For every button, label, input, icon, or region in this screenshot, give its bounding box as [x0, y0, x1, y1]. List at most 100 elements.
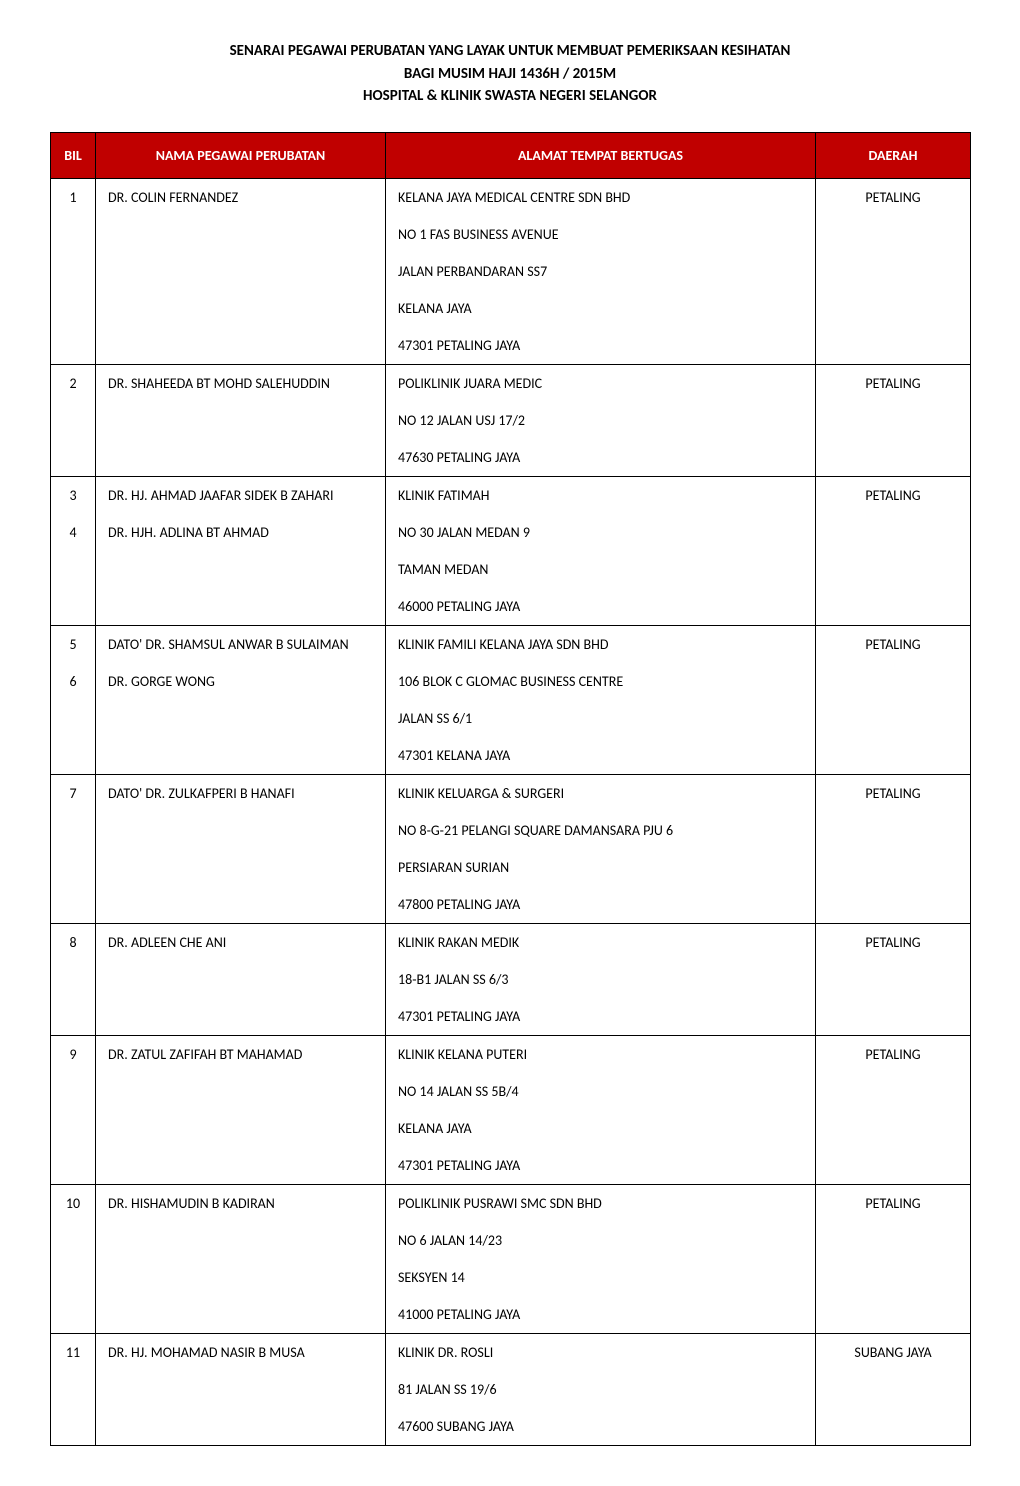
cell-alamat: 47301 PETALING JAYA: [386, 327, 816, 365]
cell-daerah: [816, 961, 971, 998]
cell-daerah: [816, 886, 971, 924]
cell-alamat: 47301 KELANA JAYA: [386, 737, 816, 775]
cell-alamat: 46000 PETALING JAYA: [386, 588, 816, 626]
table-row: SEKSYEN 14: [51, 1259, 971, 1296]
cell-bil: [51, 1222, 96, 1259]
cell-nama: DR. GORGE WONG: [96, 663, 386, 700]
cell-alamat: PERSIARAN SURIAN: [386, 849, 816, 886]
table-row: 6DR. GORGE WONG106 BLOK C GLOMAC BUSINES…: [51, 663, 971, 700]
table-row: NO 1 FAS BUSINESS AVENUE: [51, 216, 971, 253]
cell-alamat: KLINIK KELUARGA & SURGERI: [386, 774, 816, 812]
cell-bil: [51, 551, 96, 588]
cell-bil: [51, 998, 96, 1036]
cell-daerah: [816, 588, 971, 626]
table-row: 81 JALAN SS 19/6: [51, 1371, 971, 1408]
cell-daerah: [816, 1110, 971, 1147]
table-row: KELANA JAYA: [51, 290, 971, 327]
cell-alamat: 47600 SUBANG JAYA: [386, 1408, 816, 1446]
table-row: 11DR. HJ. MOHAMAD NASIR B MUSAKLINIK DR.…: [51, 1333, 971, 1371]
cell-daerah: PETALING: [816, 178, 971, 216]
cell-alamat: NO 12 JALAN USJ 17/2: [386, 402, 816, 439]
table-row: TAMAN MEDAN: [51, 551, 971, 588]
cell-nama: DR. ADLEEN CHE ANI: [96, 923, 386, 961]
table-row: NO 6 JALAN 14/23: [51, 1222, 971, 1259]
table-row: 47600 SUBANG JAYA: [51, 1408, 971, 1446]
table-row: 5DATO' DR. SHAMSUL ANWAR B SULAIMANKLINI…: [51, 625, 971, 663]
cell-alamat: TAMAN MEDAN: [386, 551, 816, 588]
cell-nama: [96, 700, 386, 737]
table-row: 1DR. COLIN FERNANDEZKELANA JAYA MEDICAL …: [51, 178, 971, 216]
cell-alamat: 41000 PETALING JAYA: [386, 1296, 816, 1334]
cell-bil: [51, 588, 96, 626]
cell-nama: DR. HJH. ADLINA BT AHMAD: [96, 514, 386, 551]
cell-alamat: KLINIK KELANA PUTERI: [386, 1035, 816, 1073]
cell-alamat: NO 1 FAS BUSINESS AVENUE: [386, 216, 816, 253]
cell-alamat: KLINIK DR. ROSLI: [386, 1333, 816, 1371]
cell-alamat: KELANA JAYA: [386, 1110, 816, 1147]
cell-bil: [51, 1110, 96, 1147]
cell-nama: [96, 402, 386, 439]
cell-daerah: [816, 1408, 971, 1446]
table-body: 1DR. COLIN FERNANDEZKELANA JAYA MEDICAL …: [51, 178, 971, 1445]
table-row: KELANA JAYA: [51, 1110, 971, 1147]
table-row: 8DR. ADLEEN CHE ANIKLINIK RAKAN MEDIKPET…: [51, 923, 971, 961]
cell-nama: [96, 1110, 386, 1147]
cell-nama: [96, 998, 386, 1036]
table-row: 7DATO' DR. ZULKAFPERI B HANAFIKLINIK KEL…: [51, 774, 971, 812]
cell-daerah: [816, 1371, 971, 1408]
cell-nama: [96, 290, 386, 327]
cell-nama: DR. HJ. MOHAMAD NASIR B MUSA: [96, 1333, 386, 1371]
cell-bil: [51, 1259, 96, 1296]
table-row: 47800 PETALING JAYA: [51, 886, 971, 924]
cell-bil: [51, 737, 96, 775]
cell-daerah: SUBANG JAYA: [816, 1333, 971, 1371]
table-row: PERSIARAN SURIAN: [51, 849, 971, 886]
cell-alamat: SEKSYEN 14: [386, 1259, 816, 1296]
cell-alamat: NO 14 JALAN SS 5B/4: [386, 1073, 816, 1110]
table-row: 47630 PETALING JAYA: [51, 439, 971, 477]
cell-bil: 7: [51, 774, 96, 812]
cell-daerah: [816, 290, 971, 327]
cell-bil: [51, 216, 96, 253]
header-alamat: ALAMAT TEMPAT BERTUGAS: [386, 132, 816, 178]
cell-daerah: [816, 849, 971, 886]
cell-bil: [51, 1371, 96, 1408]
cell-alamat: NO 8-G-21 PELANGI SQUARE DAMANSARA PJU 6: [386, 812, 816, 849]
cell-daerah: PETALING: [816, 476, 971, 514]
cell-bil: [51, 700, 96, 737]
cell-bil: [51, 439, 96, 477]
cell-bil: [51, 1408, 96, 1446]
cell-daerah: [816, 737, 971, 775]
cell-daerah: PETALING: [816, 364, 971, 402]
table-row: 47301 PETALING JAYA: [51, 327, 971, 365]
cell-nama: DATO' DR. SHAMSUL ANWAR B SULAIMAN: [96, 625, 386, 663]
cell-nama: [96, 961, 386, 998]
cell-alamat: 81 JALAN SS 19/6: [386, 1371, 816, 1408]
cell-nama: DR. ZATUL ZAFIFAH BT MAHAMAD: [96, 1035, 386, 1073]
table-row: JALAN PERBANDARAN SS7: [51, 253, 971, 290]
cell-nama: [96, 1296, 386, 1334]
cell-daerah: [816, 402, 971, 439]
table-row: 47301 PETALING JAYA: [51, 998, 971, 1036]
title-line-2: BAGI MUSIM HAJI 1436H / 2015M: [50, 63, 970, 86]
cell-alamat: JALAN SS 6/1: [386, 700, 816, 737]
cell-daerah: [816, 253, 971, 290]
cell-alamat: 47301 PETALING JAYA: [386, 998, 816, 1036]
cell-bil: 1: [51, 178, 96, 216]
cell-alamat: NO 30 JALAN MEDAN 9: [386, 514, 816, 551]
cell-alamat: POLIKLINIK JUARA MEDIC: [386, 364, 816, 402]
cell-nama: [96, 1147, 386, 1185]
title-line-1: SENARAI PEGAWAI PERUBATAN YANG LAYAK UNT…: [50, 40, 970, 63]
cell-daerah: [816, 1147, 971, 1185]
document-title-block: SENARAI PEGAWAI PERUBATAN YANG LAYAK UNT…: [50, 40, 970, 108]
cell-daerah: [816, 700, 971, 737]
cell-alamat: 106 BLOK C GLOMAC BUSINESS CENTRE: [386, 663, 816, 700]
cell-nama: DR. COLIN FERNANDEZ: [96, 178, 386, 216]
cell-nama: [96, 253, 386, 290]
cell-alamat: 47630 PETALING JAYA: [386, 439, 816, 477]
table-row: 18-B1 JALAN SS 6/3: [51, 961, 971, 998]
cell-alamat: KLINIK FAMILI KELANA JAYA SDN BHD: [386, 625, 816, 663]
cell-bil: 10: [51, 1184, 96, 1222]
cell-alamat: KLINIK FATIMAH: [386, 476, 816, 514]
table-row: 9DR. ZATUL ZAFIFAH BT MAHAMADKLINIK KELA…: [51, 1035, 971, 1073]
